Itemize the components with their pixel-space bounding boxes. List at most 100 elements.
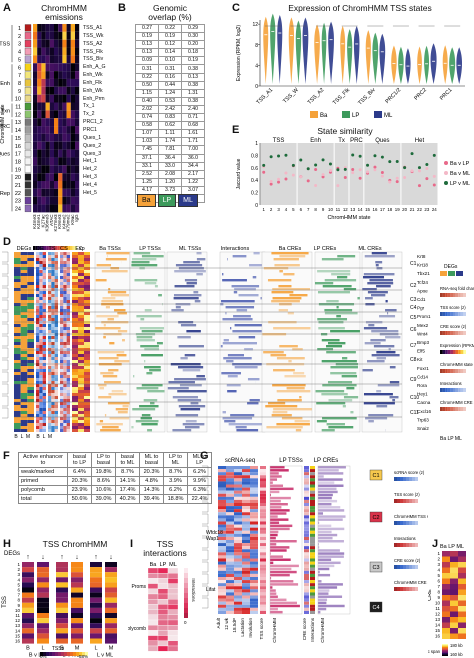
heat-cell (304, 564, 309, 568)
legend-gradient (445, 331, 448, 335)
heat-cell (37, 597, 49, 603)
state-label: 9 (17, 603, 20, 608)
gene-label: Snai2 (417, 426, 429, 431)
cluster-chip-label: C3 (372, 565, 379, 571)
emission-cell (75, 157, 80, 166)
heat-cell (250, 496, 258, 500)
heat-cell (63, 375, 67, 378)
emission-cell (54, 157, 59, 166)
violin (328, 21, 334, 84)
heat-cell (42, 396, 46, 399)
violin (379, 33, 386, 84)
emission-cell (41, 188, 46, 197)
table-cell: 1.24 (158, 88, 182, 98)
legend-ba: Ba (137, 194, 156, 207)
mark-label: K36me3 (45, 214, 50, 232)
heat-cell (90, 633, 102, 639)
emission-cell (45, 196, 50, 205)
emission-cell (33, 196, 38, 205)
heat-cell (51, 294, 55, 297)
legend-gradient (447, 312, 451, 316)
heat-cell (78, 318, 84, 321)
heat-cell (36, 267, 40, 270)
heat-cell (36, 336, 40, 339)
heat-cell (84, 315, 90, 318)
heat-cell (20, 267, 28, 270)
table-row: 1.15 1.24 1.31 (135, 88, 205, 98)
heat-cell (60, 414, 64, 417)
emission-cell (58, 196, 63, 205)
heat-band (244, 348, 253, 351)
heat-cell (310, 583, 315, 587)
heat-cell (84, 282, 90, 285)
heat-cell (14, 270, 21, 273)
similarity-point (425, 163, 429, 167)
heat-cell (105, 618, 117, 624)
heat-band (174, 378, 206, 381)
category-label: TSS_A1 (255, 87, 274, 106)
panel-f-table: Active enhancer to basal to LP LP to basal… (18, 452, 212, 504)
legend-gradient (49, 652, 52, 656)
emission-cell (54, 133, 59, 142)
heat-cell (42, 417, 46, 420)
table-cell: 0.13 (135, 48, 159, 58)
heat-cell (84, 258, 90, 261)
heat-cell (37, 618, 49, 624)
heat-band (270, 521, 280, 524)
heat-cell (36, 342, 40, 345)
heat-cell (242, 598, 250, 602)
heat-band (292, 348, 303, 351)
heat-band (178, 366, 204, 369)
heat-cell (260, 604, 266, 608)
heat-cell (242, 558, 250, 562)
heat-cell (218, 595, 226, 599)
emission-cell (66, 181, 71, 189)
emission-cell (45, 110, 50, 119)
heat-cell (304, 490, 309, 494)
heat-cell (54, 258, 58, 261)
heat-cell (234, 601, 242, 605)
heat-band (375, 264, 379, 267)
heat-band (318, 580, 322, 583)
heat-cell (234, 570, 242, 574)
table-row: primed 20.3% 8.6% 14.1% 4.8% 3.9% 9.9% (18, 476, 212, 486)
heat-cell (226, 558, 234, 562)
heat-cell (310, 580, 315, 584)
heat-band (278, 285, 292, 288)
heat-cell (39, 315, 43, 318)
heat-cell (310, 558, 315, 562)
emission-cell (66, 196, 71, 205)
heat-cell (54, 363, 58, 366)
heat-cell (147, 635, 159, 641)
emission-cell (62, 196, 67, 205)
emission-cell (75, 110, 80, 119)
state-color-chip (24, 197, 32, 205)
heat-band (177, 336, 191, 339)
legend-gradient (400, 477, 403, 481)
heat-cell (56, 623, 68, 629)
heat-cell (450, 611, 458, 617)
heat-cell (234, 524, 242, 528)
heat-cell (42, 402, 46, 405)
heat-cell (304, 580, 309, 584)
legend-label: Ba v ML (450, 171, 470, 177)
similarity-point (351, 153, 355, 157)
heat-cell (42, 339, 46, 342)
violin (398, 46, 404, 84)
heat-cell (37, 638, 49, 644)
heat-cell (242, 478, 250, 482)
heat-cell (14, 294, 21, 297)
legend-gradient (445, 369, 448, 373)
heat-cell (66, 288, 70, 291)
heat-cell (63, 321, 67, 324)
panel-a-title: ChromHMM emissions (41, 3, 87, 22)
legend-swatch (52, 246, 55, 250)
heat-cell (54, 276, 58, 279)
heat-cell (51, 300, 55, 303)
heat-cell (48, 258, 52, 261)
table-cell: 0.29 (181, 23, 205, 34)
heat-cell (105, 577, 117, 583)
heat-cell (39, 330, 43, 333)
heat-cell (90, 618, 102, 624)
heat-cell (63, 423, 67, 426)
